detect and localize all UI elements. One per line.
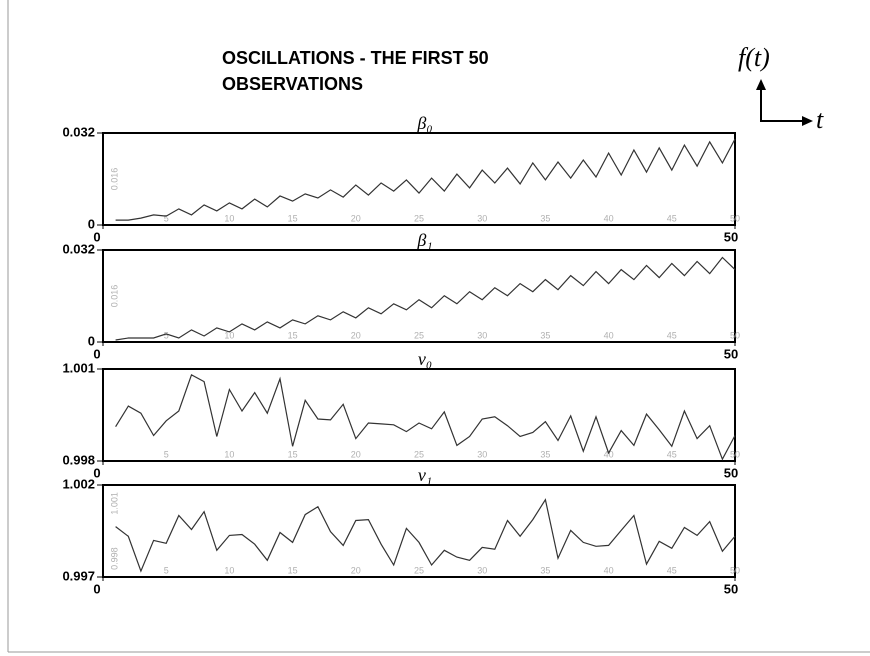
data-line [115, 138, 736, 221]
x-minor-label: 50 [730, 449, 740, 459]
y-tick-label: 0 [88, 216, 95, 231]
plot-frame [102, 132, 736, 226]
x-tick-label: 0 [93, 229, 100, 244]
x-minor-label: 30 [477, 565, 487, 575]
y-tick-label: 0.032 [62, 124, 95, 139]
x-minor-label: 45 [667, 330, 677, 340]
x-minor-label: 30 [477, 330, 487, 340]
x-minor-label: 35 [540, 565, 550, 575]
x-minor-label: 15 [288, 330, 298, 340]
x-minor-label: 40 [604, 449, 614, 459]
x-tick-label: 0 [93, 465, 100, 480]
y-minor-label: 0.016 [109, 285, 119, 308]
x-tick-label: 0 [93, 581, 100, 596]
y-tick-label: 0.032 [62, 241, 95, 256]
x-minor-label: 35 [540, 213, 550, 223]
panel-title: β₀ [416, 113, 432, 133]
x-tick-label: 50 [724, 346, 738, 361]
y-minor-label: 0.016 [109, 168, 119, 191]
x-minor-label: 5 [164, 449, 169, 459]
plot-frame [102, 249, 736, 343]
x-minor-label: 10 [224, 330, 234, 340]
y-tick-label: 0 [88, 333, 95, 348]
chart-title: OBSERVATIONS [222, 74, 363, 94]
y-minor-label: 0.998 [109, 547, 119, 570]
x-minor-label: 25 [414, 565, 424, 575]
x-minor-label: 15 [288, 213, 298, 223]
x-minor-label: 25 [414, 213, 424, 223]
x-minor-label: 50 [730, 565, 740, 575]
x-minor-label: 35 [540, 330, 550, 340]
x-minor-label: 35 [540, 449, 550, 459]
key-arrowhead [756, 79, 766, 90]
chart-title: OSCILLATIONS - THE FIRST 50 [222, 48, 489, 68]
x-minor-label: 50 [730, 330, 740, 340]
x-minor-label: 15 [288, 565, 298, 575]
x-minor-label: 40 [604, 330, 614, 340]
key-arrowhead [802, 116, 813, 126]
y-tick-label: 1.002 [62, 476, 95, 491]
x-minor-label: 50 [730, 213, 740, 223]
y-tick-label: 0.997 [62, 568, 95, 583]
plot-frame [102, 368, 736, 462]
x-minor-label: 45 [667, 213, 677, 223]
x-minor-label: 30 [477, 449, 487, 459]
x-minor-label: 30 [477, 213, 487, 223]
x-minor-label: 5 [164, 330, 169, 340]
x-minor-label: 20 [351, 213, 361, 223]
x-minor-label: 25 [414, 330, 424, 340]
panel-title: β₁ [416, 230, 432, 250]
x-tick-label: 0 [93, 346, 100, 361]
x-tick-label: 50 [724, 581, 738, 596]
x-minor-label: 10 [224, 449, 234, 459]
data-line [115, 256, 736, 341]
key-y-label: f(t) [738, 43, 770, 72]
x-minor-label: 20 [351, 565, 361, 575]
x-minor-label: 15 [288, 449, 298, 459]
key-x-label: t [816, 105, 824, 134]
y-tick-label: 0.998 [62, 452, 95, 467]
data-line [115, 373, 736, 461]
x-minor-label: 40 [604, 213, 614, 223]
x-minor-label: 10 [224, 213, 234, 223]
y-tick-label: 1.001 [62, 360, 95, 375]
x-minor-label: 25 [414, 449, 424, 459]
y-minor-label: 1.001 [109, 492, 119, 515]
x-minor-label: 5 [164, 565, 169, 575]
x-minor-label: 40 [604, 565, 614, 575]
x-minor-label: 45 [667, 565, 677, 575]
panel-title: ν₁ [418, 465, 432, 485]
x-minor-label: 20 [351, 449, 361, 459]
data-line [115, 498, 736, 573]
x-minor-label: 45 [667, 449, 677, 459]
x-minor-label: 20 [351, 330, 361, 340]
x-minor-label: 10 [224, 565, 234, 575]
x-tick-label: 50 [724, 465, 738, 480]
plot-frame [102, 484, 736, 578]
x-minor-label: 5 [164, 213, 169, 223]
x-tick-label: 50 [724, 229, 738, 244]
panel-title: ν₀ [418, 349, 432, 369]
